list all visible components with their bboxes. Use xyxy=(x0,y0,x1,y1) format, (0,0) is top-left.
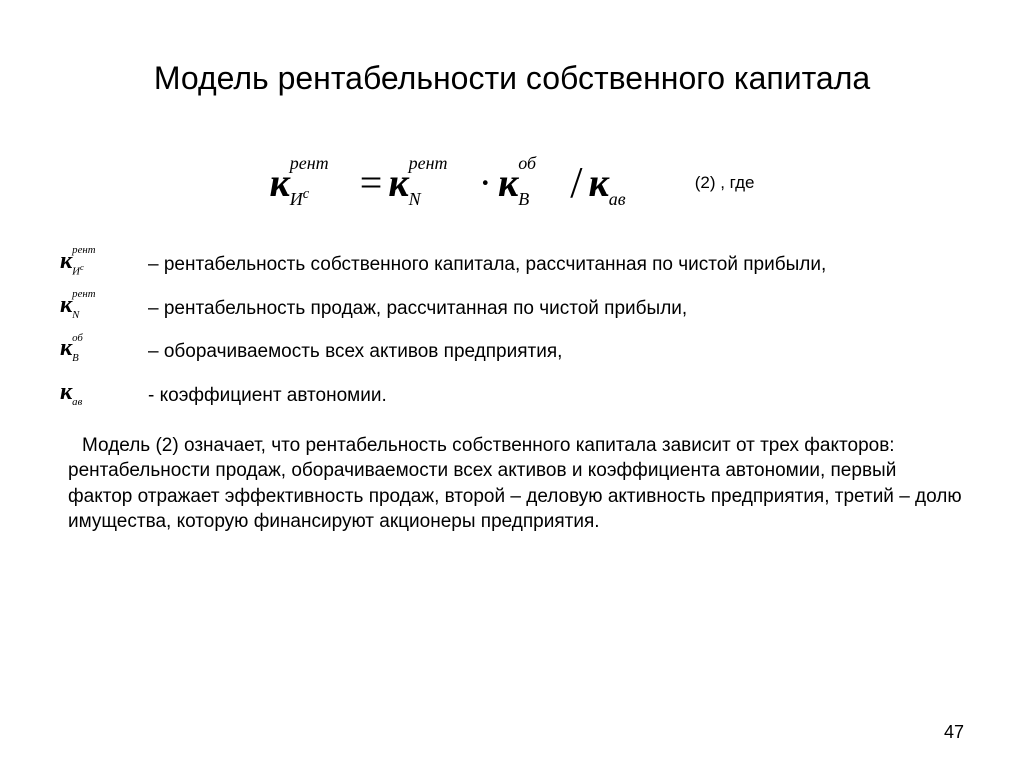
definition-text: – оборачиваемость всех активов предприят… xyxy=(148,335,562,365)
definition-symbol: к ав xyxy=(60,379,148,406)
definition-symbol: к рент Ис xyxy=(60,248,148,275)
definition-row: к рент Ис – рентабельность собственного … xyxy=(60,248,964,278)
definition-text: - коэффициент автономии. xyxy=(148,379,387,409)
formula-note: (2) , где xyxy=(695,173,755,193)
explanation-paragraph: Модель (2) означает, что рентабельность … xyxy=(68,433,964,536)
formula-lhs: к рент Ис xyxy=(269,159,289,206)
main-formula-row: к рент Ис = к рент N · к об В / к ав xyxy=(60,157,964,208)
definition-row: к рент N – рентабельность продаж, рассчи… xyxy=(60,292,964,322)
dot-operator: · xyxy=(479,159,492,206)
definition-row: к ав - коэффициент автономии. xyxy=(60,379,964,409)
definition-text: – рентабельность продаж, рассчитанная по… xyxy=(148,292,687,322)
formula-term3: к ав xyxy=(588,159,608,206)
formula-term2: к об В xyxy=(498,159,518,206)
formula-term1: к рент N xyxy=(388,159,408,206)
slide-title: Модель рентабельности собственного капит… xyxy=(60,60,964,97)
main-formula: к рент Ис = к рент N · к об В / к ав xyxy=(269,157,654,208)
definition-symbol: к рент N xyxy=(60,292,148,319)
slash-operator: / xyxy=(570,157,582,208)
definition-text: – рентабельность собственного капитала, … xyxy=(148,248,826,278)
definition-row: к об В – оборачиваемость всех активов пр… xyxy=(60,335,964,365)
definition-symbol: к об В xyxy=(60,335,148,362)
page-number: 47 xyxy=(944,722,964,743)
slide: Модель рентабельности собственного капит… xyxy=(0,0,1024,767)
definitions-list: к рент Ис – рентабельность собственного … xyxy=(60,248,964,409)
equals-sign: = xyxy=(360,159,383,206)
